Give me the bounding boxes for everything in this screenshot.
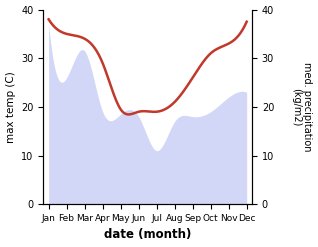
X-axis label: date (month): date (month)	[104, 228, 191, 242]
Y-axis label: max temp (C): max temp (C)	[5, 71, 16, 143]
Y-axis label: med. precipitation
(kg/m2): med. precipitation (kg/m2)	[291, 62, 313, 152]
